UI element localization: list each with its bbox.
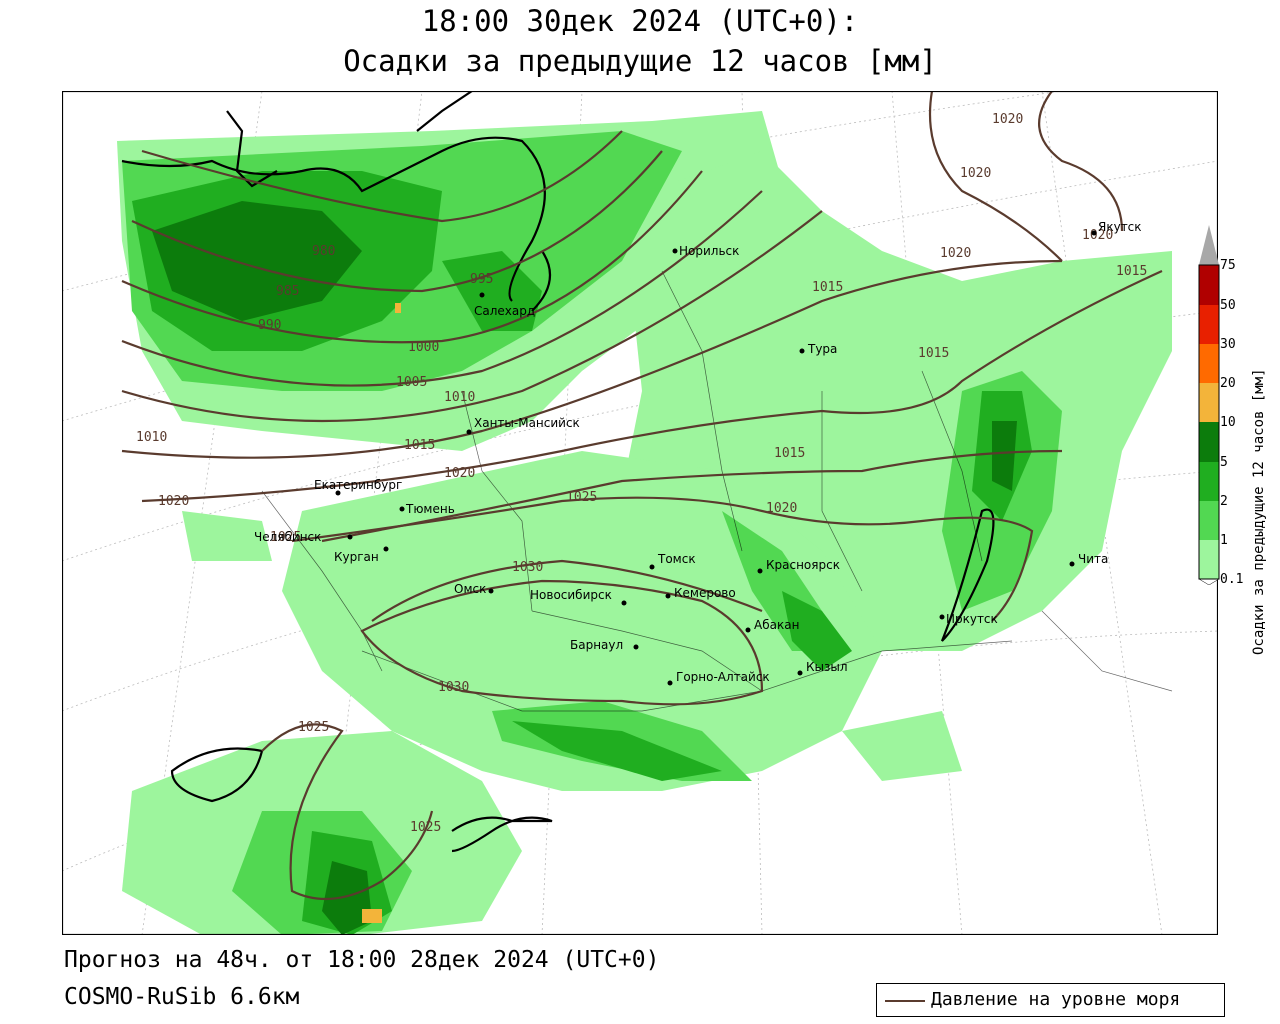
city-label: Томск	[657, 552, 696, 566]
city-label: Иркутск	[946, 612, 998, 626]
isobar-label: 990	[258, 318, 281, 333]
isobar-label: 1015	[812, 280, 843, 295]
model-name: COSMO-RuSib 6.6км	[64, 984, 300, 1010]
precip-very-heavy	[152, 201, 1017, 935]
city-label: Омск	[454, 582, 486, 596]
isobar-label: 1020	[940, 246, 971, 261]
city-label: Барнаул	[570, 638, 623, 652]
city-label: Норильск	[679, 244, 739, 258]
isobar-label: 1025	[270, 530, 301, 545]
precip-extreme	[362, 303, 401, 923]
colorbar-tick: 20	[1220, 376, 1236, 391]
city-markers	[335, 230, 1097, 686]
pressure-legend-line	[885, 1000, 925, 1002]
colorbar-band	[1199, 344, 1219, 383]
isobar-label: 1015	[774, 446, 805, 461]
isobar-label: 1010	[444, 390, 475, 405]
city-label: Кызыл	[806, 660, 848, 674]
colorbar-tick: 10	[1220, 415, 1236, 430]
city-label: Абакан	[754, 618, 799, 632]
map-title: 18:00 30дек 2024 (UTC+0):	[421, 4, 859, 38]
colorbar-band	[1199, 422, 1219, 462]
isobar-label: 1025	[410, 820, 441, 835]
isobar-label: 1020	[960, 166, 991, 181]
isobar-label: 1015	[918, 346, 949, 361]
isobar-labels: 980 985 990 995 1000 1005 1010 1010 1015…	[136, 112, 1147, 835]
isobar-lines	[121, 91, 1163, 901]
isobar-label: 1020	[992, 112, 1023, 127]
isobar-label: 985	[276, 284, 299, 299]
isobar-label: 1020	[158, 494, 189, 509]
city-label: Кемерово	[674, 586, 736, 600]
isobar-label: 1005	[396, 375, 427, 390]
isobar-label: 1015	[404, 438, 435, 453]
city-label: Красноярск	[766, 558, 840, 572]
colorbar-tick: 0.1	[1220, 572, 1243, 585]
city-label: Челябинск	[254, 530, 321, 544]
isobar-label: 1000	[408, 340, 439, 355]
colorbar-tick: 5	[1220, 455, 1228, 470]
city-labels: Норильск Якутск Салехард Тура Ханты-Манс…	[254, 220, 1142, 684]
isobar-label: 1030	[512, 560, 543, 575]
colorbar-tick: 30	[1220, 337, 1236, 352]
map-subtitle: Осадки за предыдущие 12 часов [мм]	[343, 44, 937, 78]
pressure-legend-label: Давление на уровне моря	[931, 989, 1181, 1010]
colorbar-band	[1199, 462, 1219, 501]
colorbar-tick-labels: 75 50 30 20 10 5 2 1 0.1	[1220, 258, 1243, 585]
city-label: Горно-Алтайск	[676, 670, 770, 684]
colorbar-tick: 1	[1220, 533, 1228, 548]
isobar-label: 1025	[566, 490, 597, 505]
isobar-label: 1020	[444, 466, 475, 481]
city-label: Екатеринбург	[314, 478, 402, 492]
isobar-label: 980	[312, 244, 335, 259]
city-label: Салехард	[474, 304, 535, 318]
colorbar-band	[1199, 501, 1219, 540]
colorbar-tick: 2	[1220, 494, 1228, 509]
forecast-info: Прогноз на 48ч. от 18:00 28дек 2024 (UTC…	[64, 947, 660, 973]
colorbar-band	[1199, 305, 1219, 344]
isobar-label: 1030	[438, 680, 469, 695]
colorbar-title-text: Осадки за предыдущие 12 часов [мм]	[1251, 368, 1267, 655]
pressure-legend: Давление на уровне моря	[876, 983, 1225, 1017]
isobar-label: 1015	[1116, 264, 1147, 279]
city-label: Якутск	[1098, 220, 1142, 234]
colorbar-title: Осадки за предыдущие 12 часов [мм]	[1251, 368, 1267, 655]
city-label: Курган	[334, 550, 379, 564]
colorbar-overflow-triangle	[1199, 225, 1219, 265]
colorbar-band	[1199, 383, 1219, 422]
city-label: Тюмень	[405, 502, 455, 516]
precipitation-map: 980 985 990 995 1000 1005 1010 1010 1015…	[62, 91, 1218, 935]
city-label: Ханты-Мансийск	[474, 416, 580, 430]
precipitation-colorbar	[1198, 225, 1220, 585]
city-label: Тура	[807, 342, 837, 356]
isobar-label: 1025	[298, 720, 329, 735]
city-label: Новосибирск	[530, 588, 612, 602]
isobar-label: 995	[470, 272, 493, 287]
colorbar-band	[1199, 540, 1219, 579]
isobar-label: 1020	[766, 501, 797, 516]
isobar-label: 1010	[136, 430, 167, 445]
colorbar-underflow-triangle	[1198, 578, 1220, 585]
colorbar-band	[1199, 265, 1219, 305]
colorbar-frame	[1198, 264, 1220, 580]
isobar-label: 1020	[1082, 228, 1113, 243]
city-label: Чита	[1078, 552, 1108, 566]
colorbar-tick: 50	[1220, 298, 1236, 313]
coastlines	[121, 91, 995, 853]
colorbar-tick: 75	[1220, 258, 1236, 273]
